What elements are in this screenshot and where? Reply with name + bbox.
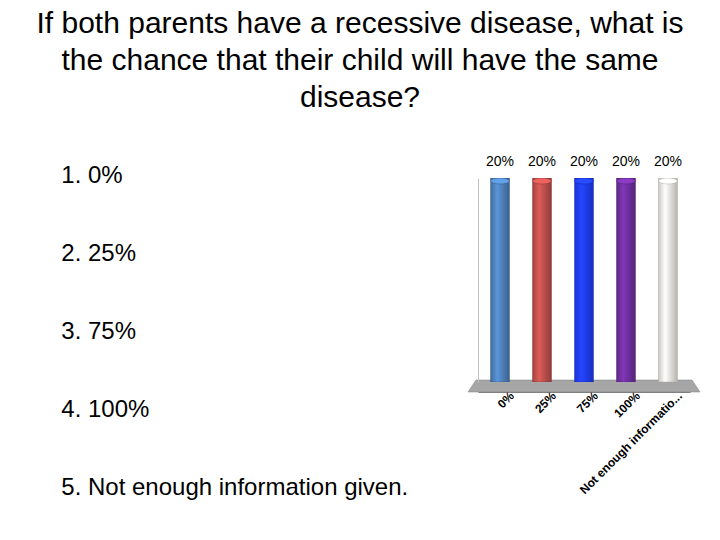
x-tick: 0% [495,389,517,411]
x-tick-label: Not enough informatio... [577,389,685,497]
bar [491,178,510,382]
x-tick-label: 75% [574,389,601,416]
bar [659,178,678,382]
x-axis: 0% 25% 75% 100%Not enough informatio... [479,389,691,497]
x-tick: 75% [574,389,601,416]
bar [575,178,594,382]
y-axis [478,179,479,383]
bar-cap [575,178,594,184]
data-labels: 20% 20% 20% 20% 20% [486,153,682,169]
x-tick-label: 0% [495,389,517,411]
data-label: 20% [612,153,640,169]
x-tick: 100% [611,389,643,421]
y-axis-line [478,179,479,383]
option: Not enough information given. [88,472,418,502]
data-label: 20% [528,153,556,169]
option: 0% [88,160,418,190]
bar-cap [617,178,636,184]
x-tick-label: 100% [611,389,643,421]
option: 75% [88,316,418,346]
data-label: 20% [570,153,598,169]
bar-cap [533,178,552,184]
data-label: 20% [654,153,682,169]
x-tick-label: 25% [532,389,559,416]
bar [617,178,636,382]
data-label: 20% [486,153,514,169]
x-tick: Not enough informatio... [577,389,685,497]
bar [533,178,552,382]
chart: 20%20%20%20%20%0%25%75%100%Not enough in… [0,0,720,540]
option: 25% [88,238,418,268]
option-list: 0% 25% 75% 100% Not enough information given… [48,160,418,540]
bar-cap [491,178,510,184]
bar-cap [659,178,678,184]
x-tick: 25% [532,389,559,416]
option: 100% [88,394,418,424]
bars [491,178,678,382]
title: If both parents have a recessive disease… [30,4,690,115]
